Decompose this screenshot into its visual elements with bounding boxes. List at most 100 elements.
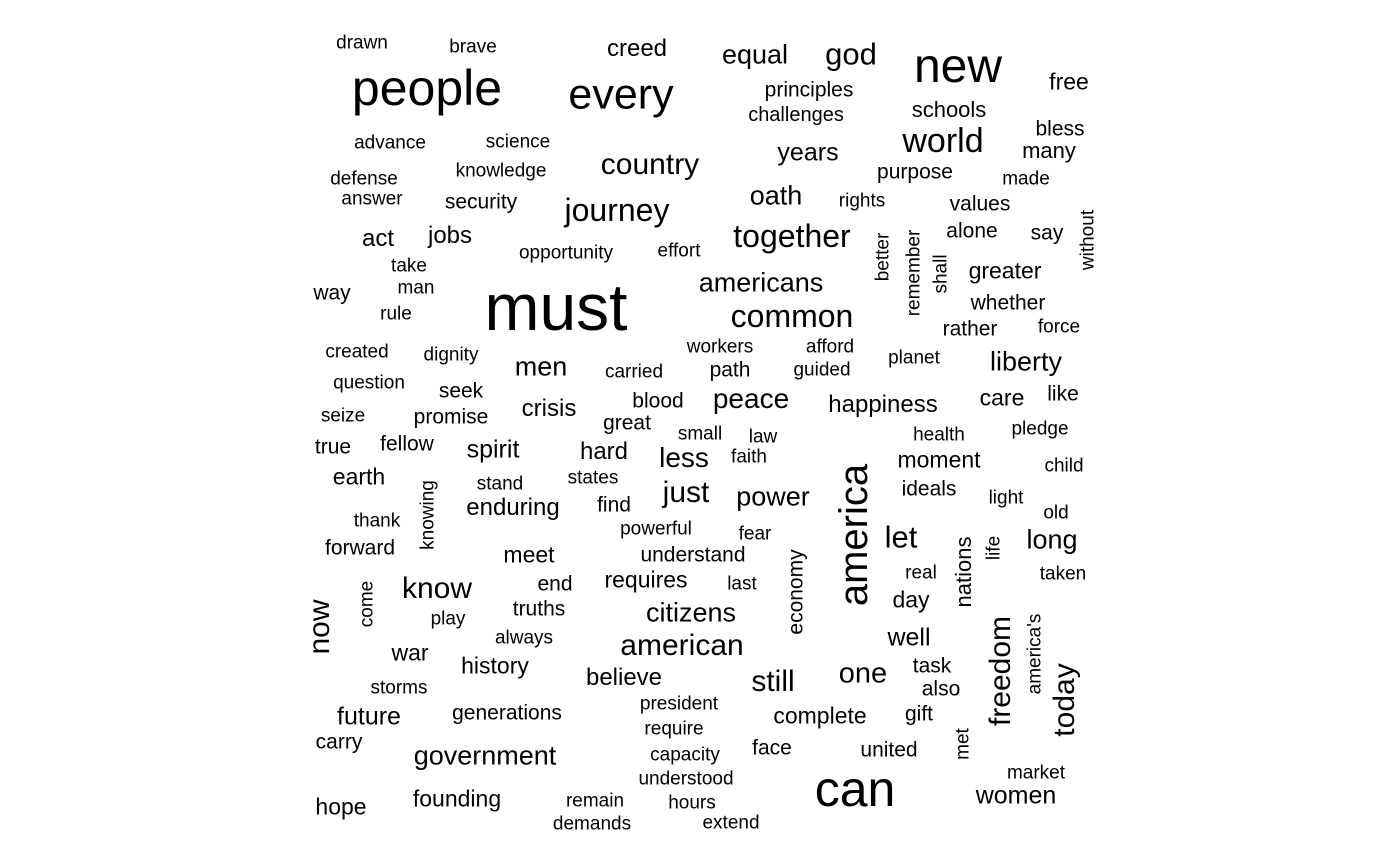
word-121: well — [887, 623, 931, 652]
word-48: rule — [380, 303, 412, 325]
word-5: new — [913, 40, 1003, 93]
word-8: free — [1049, 68, 1089, 95]
word-116: truths — [512, 597, 566, 621]
word-56: liberty — [989, 346, 1063, 377]
word-108: economy — [784, 549, 808, 635]
word-12: advance — [354, 132, 426, 154]
word-50: force — [1037, 316, 1081, 338]
word-101: forward — [324, 536, 396, 560]
word-109: end — [537, 572, 573, 596]
word-23: answer — [341, 188, 403, 210]
word-99: let — [884, 519, 918, 555]
word-119: always — [494, 627, 554, 649]
word-148: women — [975, 781, 1057, 810]
word-83: child — [1044, 455, 1084, 477]
word-54: afford — [805, 336, 855, 358]
word-55: planet — [888, 347, 940, 369]
word-63: blood — [632, 389, 684, 413]
word-114: come — [356, 580, 378, 628]
word-86: states — [567, 467, 619, 489]
word-103: understand — [640, 543, 746, 567]
word-47: common — [730, 298, 854, 334]
word-19: knowledge — [455, 160, 547, 182]
word-30: act — [361, 225, 395, 252]
word-10: challenges — [748, 104, 844, 126]
word-150: founding — [412, 785, 502, 812]
word-81: faith — [731, 446, 767, 468]
word-17: country — [600, 148, 700, 181]
word-140: carry — [315, 730, 363, 754]
word-40: take — [391, 255, 427, 277]
word-14: bless — [1035, 117, 1085, 141]
word-15: many — [1022, 138, 1076, 163]
word-38: opportunity — [518, 242, 614, 264]
word-93: enduring — [466, 494, 560, 521]
word-59: path — [709, 358, 751, 382]
word-41: greater — [968, 257, 1042, 284]
word-76: true — [314, 435, 352, 459]
word-91: light — [988, 487, 1024, 509]
word-151: remain — [565, 790, 625, 812]
word-100: long — [1026, 524, 1078, 555]
word-153: demands — [552, 813, 632, 835]
word-62: seek — [438, 379, 484, 403]
word-49: rather — [942, 317, 998, 341]
word-87: just — [662, 476, 710, 509]
word-137: complete — [773, 702, 867, 729]
word-125: history — [461, 652, 529, 679]
word-58: men — [514, 351, 568, 382]
word-128: one — [838, 657, 888, 690]
word-44: way — [313, 281, 351, 305]
word-75: pledge — [1011, 418, 1069, 440]
word-31: jobs — [427, 222, 473, 249]
word-0: drawn — [336, 32, 388, 54]
word-131: also — [921, 677, 961, 701]
word-106: real — [905, 562, 937, 584]
word-2: creed — [606, 35, 668, 62]
word-126: believe — [585, 664, 663, 691]
word-24: security — [444, 190, 518, 214]
word-65: happiness — [828, 391, 938, 418]
word-152: hours — [668, 792, 716, 814]
word-146: understood — [638, 768, 734, 790]
word-92: knowing — [417, 480, 439, 550]
word-141: capacity — [650, 744, 720, 766]
word-11: schools — [911, 97, 987, 122]
word-42: americans — [698, 267, 824, 298]
word-98: fear — [738, 523, 772, 545]
word-122: american — [620, 629, 744, 662]
word-77: fellow — [380, 432, 434, 456]
word-64: peace — [712, 383, 790, 414]
word-97: powerful — [620, 518, 692, 540]
word-67: like — [1047, 382, 1079, 406]
word-9: principles — [764, 78, 854, 102]
word-111: requires — [604, 566, 688, 593]
word-132: freedom — [984, 615, 1017, 727]
word-21: defense — [330, 168, 398, 190]
word-136: gift — [904, 702, 934, 726]
word-80: less — [659, 442, 709, 473]
word-139: met — [952, 728, 974, 760]
word-35: remember — [903, 229, 925, 317]
word-68: seize — [320, 405, 366, 427]
word-37: shall — [930, 254, 952, 294]
word-90: ideals — [901, 477, 957, 501]
word-39: effort — [657, 240, 701, 262]
word-74: health — [913, 424, 965, 446]
word-138: require — [644, 718, 704, 740]
word-149: hope — [315, 793, 367, 820]
word-144: government — [413, 740, 557, 771]
word-134: future — [337, 702, 401, 731]
word-29: without — [1077, 209, 1099, 271]
word-89: power — [736, 481, 810, 512]
word-33: alone — [946, 219, 998, 243]
word-82: moment — [897, 446, 981, 473]
word-112: know — [401, 572, 473, 605]
word-130: storms — [370, 677, 428, 699]
word-53: workers — [686, 336, 754, 358]
word-71: great — [603, 411, 651, 435]
word-78: spirit — [466, 435, 520, 464]
word-28: values — [949, 192, 1011, 216]
word-115: now — [303, 599, 336, 655]
